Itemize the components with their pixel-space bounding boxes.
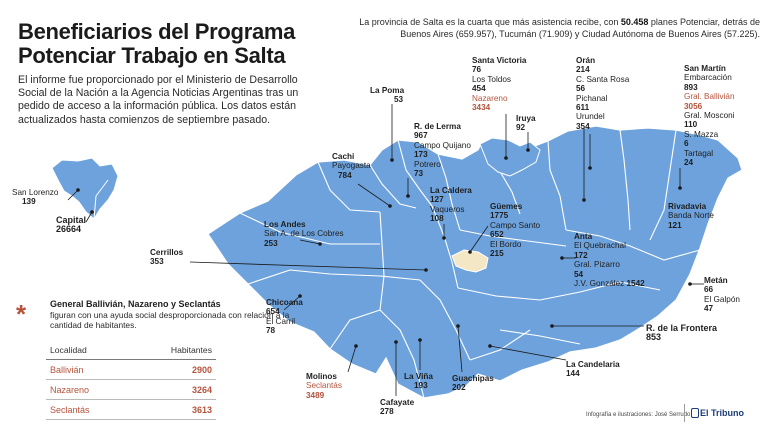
label-molinos: Molinos Seclantás 3489 bbox=[306, 372, 342, 400]
label-oran: Orán 214 C. Santa Rosa 56 Pichanal 611 U… bbox=[576, 56, 630, 131]
asterisk-icon: * bbox=[16, 299, 27, 329]
label-guachipas: Guachipas 202 bbox=[452, 374, 494, 393]
label-chicoana: Chicoana 654 El Carril 78 bbox=[266, 298, 303, 336]
row-inhabitants: 3264 bbox=[191, 384, 212, 395]
label-san-martin: San Martín Embarcación 893 Gral. Ballivi… bbox=[684, 64, 735, 168]
header-inhabitants: Habitantes bbox=[170, 344, 212, 355]
footer-divider bbox=[684, 404, 685, 422]
legend-title: General Ballivián, Nazareno y Seclantás bbox=[50, 299, 221, 309]
row-locality: Seclantás bbox=[50, 404, 90, 415]
row-locality: Ballivián bbox=[50, 364, 84, 375]
label-la-vina: La Viña 193 bbox=[404, 372, 433, 391]
label-cafayate: Cafayate 278 bbox=[380, 398, 415, 417]
capital-area bbox=[451, 249, 489, 273]
table-row: Seclantás 3613 bbox=[46, 400, 216, 420]
north-region-shape bbox=[479, 137, 541, 177]
label-san-lorenzo: San Lorenzo 139 bbox=[12, 188, 59, 207]
label-cachi: Cachi Payogasta 784 bbox=[332, 152, 371, 180]
label-la-poma: La Poma 53 bbox=[370, 86, 405, 105]
top-note-highlight: 50.458 bbox=[620, 17, 649, 27]
page-title: Beneficiarios del Programa Potenciar Tra… bbox=[18, 20, 295, 68]
label-los-andes: Los Andes San A. de Los Cobres 253 bbox=[264, 220, 344, 248]
top-note-part-1: La provincia de Salta es la cuarta que m… bbox=[359, 17, 621, 27]
leader-lines bbox=[67, 104, 704, 396]
title-line-1: Beneficiarios del Programa bbox=[18, 19, 296, 44]
intro-paragraph: El informe fue proporcionado por el Mini… bbox=[18, 74, 299, 126]
label-rosario-frontera: R. de la Frontera 853 bbox=[646, 323, 718, 343]
label-iruya: Iruya 92 bbox=[516, 114, 536, 133]
department-borders bbox=[239, 129, 701, 399]
inhabitants-table: Localidad Habitantes Ballivián 2900 Naza… bbox=[46, 340, 216, 420]
legend-text: figuran con una ayuda social desproporci… bbox=[50, 310, 290, 330]
top-note-part-2: planes Potenciar, detrás de Buenos Aires… bbox=[400, 17, 760, 39]
label-santa-victoria: Santa Victoria 76 Los Toldos 454 Nazaren… bbox=[472, 56, 527, 113]
row-locality: Nazareno bbox=[50, 384, 90, 395]
top-note: La provincia de Salta es la cuarta que m… bbox=[350, 16, 760, 40]
label-la-caldera: La Caldera 127 Vaqueros 108 bbox=[430, 186, 472, 224]
brand-name: El Tribuno bbox=[700, 408, 744, 418]
label-anta: Anta El Quebrachal 172 Gral. Pizarro 54 … bbox=[574, 232, 645, 289]
credit-text: Infografía e ilustraciones: José Serrudo bbox=[586, 412, 691, 418]
capital-inset-shape bbox=[51, 157, 119, 220]
label-rivadavia: Rivadavia Banda Norte 121 bbox=[668, 202, 714, 230]
table-row: Nazareno 3264 bbox=[46, 380, 216, 400]
label-guemes: Güemes 1775 Campo Santo 652 El Bordo 215 bbox=[490, 202, 541, 259]
row-inhabitants: 3613 bbox=[191, 404, 212, 415]
label-capital: Capital 26664 bbox=[56, 215, 87, 235]
label-cerrillos: Cerrillos 353 bbox=[150, 248, 184, 267]
row-inhabitants: 2900 bbox=[191, 364, 212, 375]
capital-inset-border bbox=[93, 179, 109, 220]
label-metan: Metán 66 El Galpón 47 bbox=[704, 276, 740, 314]
title-line-2: Potenciar Trabajo en Salta bbox=[18, 43, 286, 68]
el-tribuno-logo-icon bbox=[691, 408, 699, 418]
label-rosario-lerma: R. de Lerma 967 Campo Quijano 173 Potrer… bbox=[414, 122, 471, 179]
label-la-candelaria: La Candelaria 144 bbox=[566, 360, 620, 379]
table-header: Localidad Habitantes bbox=[46, 340, 216, 360]
table-row: Ballivián 2900 bbox=[46, 360, 216, 380]
header-locality: Localidad bbox=[50, 344, 87, 355]
